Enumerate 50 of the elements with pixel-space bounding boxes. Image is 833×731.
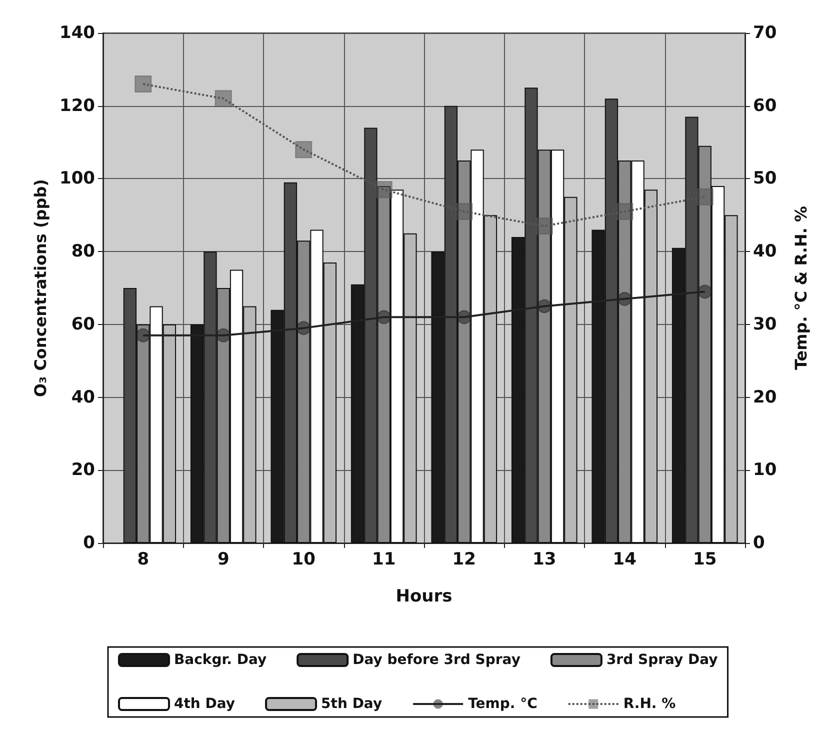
y2-tick-label: 60 (753, 96, 777, 116)
x-tick-label: 15 (693, 550, 717, 570)
point (616, 203, 634, 220)
legend-label: Day before 3rd Spray (352, 652, 520, 668)
y-tick-label: 80 (71, 242, 96, 262)
y-tick-label: 100 (60, 168, 96, 189)
point (136, 328, 150, 342)
y-tick-label: 0 (83, 533, 96, 553)
y2-tick-label: 50 (753, 168, 777, 189)
x-tick-label: 8 (137, 550, 150, 570)
point (376, 310, 391, 324)
y-tick-label: 120 (60, 96, 96, 116)
point (295, 141, 312, 158)
point (618, 292, 632, 306)
legend-label: Temp. °C (468, 696, 538, 712)
y2-tick-label: 20 (753, 387, 777, 408)
point (537, 299, 552, 314)
point (214, 90, 232, 108)
y-axis-title: O₃ Concentrations (ppb) (31, 179, 50, 397)
y2-axis-title: Temp. °C & R.H. % (792, 206, 810, 370)
y2-tick-label: 0 (753, 533, 765, 553)
y-tick-label: 140 (60, 23, 96, 43)
point (296, 321, 311, 336)
x-tick-label: 13 (532, 550, 556, 570)
y2-tick-label: 30 (753, 314, 777, 334)
point (216, 328, 230, 342)
y-tick-label: 20 (71, 460, 96, 480)
y2-tick-label: 70 (753, 23, 777, 43)
y2-tick-label: 10 (753, 460, 777, 480)
point (456, 203, 473, 220)
point (375, 181, 392, 198)
point (696, 188, 714, 206)
x-tick-label: 14 (612, 550, 637, 570)
x-tick-label: 10 (292, 550, 316, 570)
x-tick-label: 12 (452, 550, 476, 570)
x-tick-label: 11 (372, 550, 396, 570)
point (457, 310, 472, 324)
point (698, 284, 712, 299)
point (134, 76, 152, 92)
legend-label: 4th Day (174, 696, 236, 712)
y-tick-label: 40 (71, 387, 96, 408)
legend-label: Backgr. Day (174, 652, 267, 668)
x-tick-label: 9 (217, 550, 230, 570)
y-tick-label: 60 (71, 314, 96, 334)
point (536, 218, 553, 235)
y2-tick-label: 40 (753, 242, 777, 262)
x-axis-title: Hours (396, 586, 452, 606)
legend-label: R.H. % (623, 696, 676, 712)
legend-label: 5th Day (321, 696, 382, 712)
legend-label: 3rd Spray Day (606, 652, 718, 668)
